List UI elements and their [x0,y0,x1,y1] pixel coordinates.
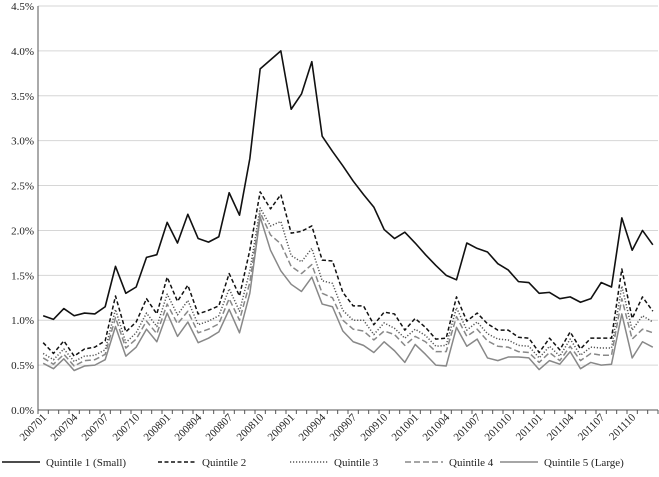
x-tick-label: 200710 [110,411,142,443]
x-tick-label: 201104 [545,411,577,443]
series-line [42,50,654,321]
legend-label: Quintile 5 (Large) [544,457,624,469]
series-line [42,207,654,363]
y-tick-label: 3.0% [11,136,34,148]
x-tick-label: 200904 [296,411,328,443]
series-line [42,216,654,372]
y-tick-label: 4.0% [11,46,34,58]
grid-layer [38,5,658,411]
x-tick-label: 201107 [576,411,608,443]
x-tick-label: 200801 [141,412,173,444]
x-tick-label: 201101 [514,412,546,444]
y-tick-label: 1.0% [11,315,34,327]
x-tick-label: 200707 [79,411,111,443]
legend: Quintile 1 (Small) Quintile 2 Quintile 3 Qu… [2,457,624,469]
x-tick-label: 200804 [172,411,204,443]
x-tick-label: 200810 [234,411,266,443]
axes-layer: 0.0% 0.5% 1.0% 1.5% 2.0% 2.5% 3.0% 3.5% 4.0% 4.5%… [11,1,659,444]
x-tick-label: 200704 [48,411,80,443]
x-tick-label: 201110 [607,411,639,443]
y-tick-label: 0.0% [11,405,34,417]
x-tick-label: 200807 [203,411,235,443]
legend-label: Quintile 1 (Small) [46,457,126,469]
x-tick-label: 201001 [389,412,421,444]
x-tick-label: 201010 [482,411,514,443]
y-tick-label: 0.5% [11,360,34,372]
legend-label: Quintile 2 [202,457,246,469]
x-tick-label: 200907 [327,411,359,443]
x-tick-label: 200901 [265,412,297,444]
series-layer [42,50,654,372]
y-tick-label: 4.5% [11,1,34,13]
x-tick-label: 201004 [420,411,452,443]
x-tick-label: 201007 [451,411,483,443]
legend-label: Quintile 4 [449,457,494,469]
series-line [42,191,654,357]
y-tick-label: 2.0% [11,225,34,237]
y-tick-label: 3.5% [11,91,34,103]
series-line [42,211,654,367]
y-tick-label: 1.5% [11,270,34,282]
x-tick-label: 200910 [358,411,390,443]
y-tick-label: 2.5% [11,181,34,193]
legend-label: Quintile 3 [334,457,379,469]
